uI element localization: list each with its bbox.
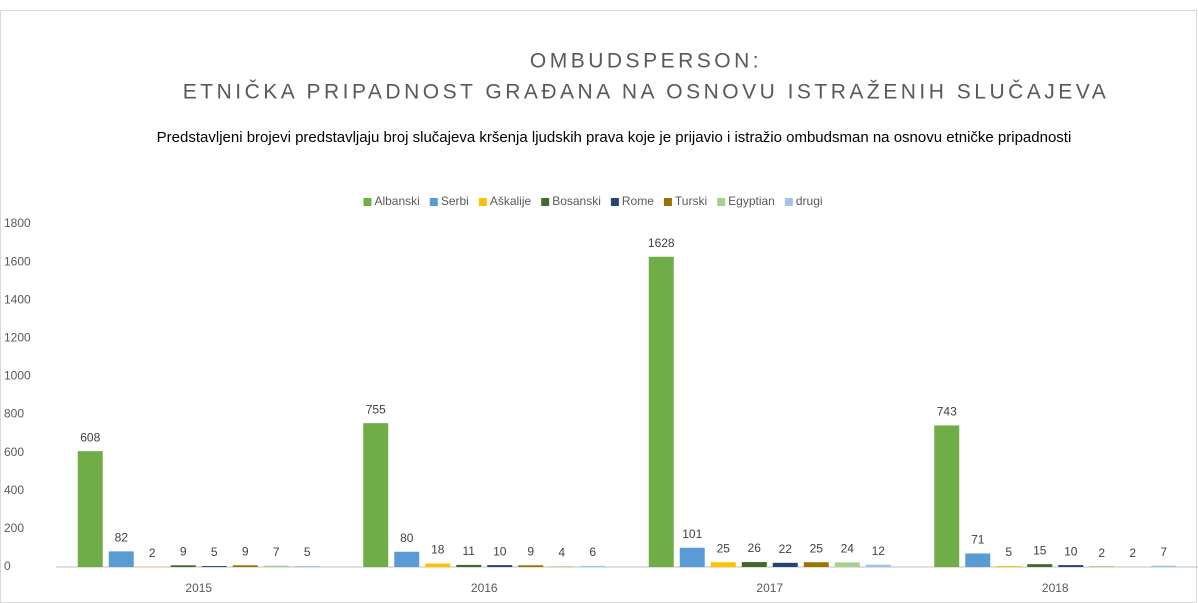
- bar: [518, 565, 544, 567]
- y-tick-label: 1600: [4, 254, 31, 268]
- y-tick-label: 1400: [4, 292, 31, 306]
- value-label: 1628: [648, 236, 675, 250]
- bar: [456, 564, 482, 567]
- bar: [996, 566, 1022, 567]
- chart-subtitle: Predstavljeni brojevi predstavljaju broj…: [157, 129, 1072, 146]
- bar: [363, 423, 389, 567]
- bar: [425, 563, 451, 567]
- bar: [934, 425, 960, 567]
- value-label: 82: [115, 531, 129, 545]
- value-label: 5: [1005, 545, 1012, 559]
- bar: [549, 566, 575, 567]
- legend-label: Bosanski: [552, 194, 601, 208]
- chart-title: ETNIČKA PRIPADNOST GRAĐANA NA OSNOVU IST…: [183, 81, 1110, 104]
- bar: [741, 562, 767, 567]
- value-label: 7: [1160, 545, 1167, 559]
- value-label: 5: [211, 545, 218, 559]
- bar: [170, 565, 196, 567]
- legend-swatch: [541, 198, 550, 206]
- bar: [772, 562, 798, 567]
- value-label: 743: [937, 405, 957, 419]
- legend-swatch: [717, 198, 726, 206]
- value-label: 608: [80, 430, 100, 444]
- y-tick-label: 1000: [4, 369, 31, 383]
- y-tick-label: 200: [4, 521, 24, 535]
- x-tick-label: 2017: [756, 581, 783, 595]
- bar: [865, 564, 891, 567]
- value-label: 15: [1033, 543, 1047, 557]
- x-tick-label: 2015: [185, 581, 212, 595]
- value-label: 101: [682, 527, 702, 541]
- value-label: 18: [431, 543, 445, 557]
- legend-label: Rome: [622, 194, 654, 208]
- value-label: 5: [304, 545, 311, 559]
- legend-label: Serbi: [441, 194, 469, 208]
- value-label: 7: [273, 545, 280, 559]
- legend-label: Turski: [675, 194, 707, 208]
- value-label: 80: [400, 531, 414, 545]
- x-tick-label: 2018: [1042, 581, 1069, 595]
- value-label: 25: [810, 541, 824, 555]
- legend-label: Aškalije: [490, 194, 532, 208]
- legend-label: Egyptian: [728, 194, 775, 208]
- legend-swatch: [363, 198, 372, 206]
- bar: [803, 562, 829, 567]
- value-label: 12: [872, 544, 886, 558]
- bar: [710, 562, 736, 567]
- y-tick-label: 1200: [4, 331, 31, 345]
- chart-border: [0, 10, 1197, 603]
- value-label: 6: [589, 545, 596, 559]
- y-tick-label: 0: [4, 559, 11, 573]
- bar: [263, 565, 289, 567]
- bar: [394, 551, 420, 567]
- y-tick-label: 600: [4, 445, 24, 459]
- bar: [201, 566, 227, 567]
- value-label: 25: [717, 541, 731, 555]
- bar: [108, 551, 134, 567]
- bar: [965, 553, 991, 567]
- value-label: 9: [180, 544, 187, 558]
- legend-label: drugi: [796, 194, 823, 208]
- value-label: 24: [841, 542, 855, 556]
- value-label: 10: [1064, 544, 1078, 558]
- value-label: 11: [463, 544, 476, 558]
- value-label: 9: [527, 544, 534, 558]
- legend-label: Albanski: [374, 194, 419, 208]
- bar: [834, 562, 860, 567]
- legend-swatch: [784, 198, 793, 206]
- bar: [77, 451, 103, 567]
- y-tick-label: 400: [4, 483, 24, 497]
- value-label: 4: [558, 545, 565, 559]
- legend-swatch: [478, 198, 487, 206]
- x-tick-label: 2016: [471, 581, 498, 595]
- value-label: 22: [779, 542, 793, 556]
- y-tick-label: 800: [4, 407, 24, 421]
- y-tick-label: 1800: [4, 216, 31, 230]
- bar: [487, 565, 513, 567]
- value-label: 10: [493, 544, 507, 558]
- value-label: 2: [1098, 546, 1105, 560]
- value-label: 71: [971, 533, 985, 547]
- value-label: 2: [149, 546, 156, 560]
- bar: [580, 565, 606, 567]
- bar: [1058, 565, 1084, 567]
- bar: [1027, 564, 1053, 567]
- chart-title: OMBUDSPERSON:: [530, 50, 762, 73]
- bar: [648, 256, 674, 567]
- bar: [1151, 565, 1177, 567]
- bar: [679, 547, 705, 567]
- bar: [294, 566, 320, 567]
- value-label: 755: [366, 402, 386, 416]
- legend-swatch: [610, 198, 619, 206]
- bar: [232, 565, 258, 567]
- legend-swatch: [429, 198, 438, 206]
- legend-swatch: [663, 198, 672, 206]
- value-label: 2: [1129, 546, 1136, 560]
- value-label: 9: [242, 544, 249, 558]
- value-label: 26: [748, 541, 762, 555]
